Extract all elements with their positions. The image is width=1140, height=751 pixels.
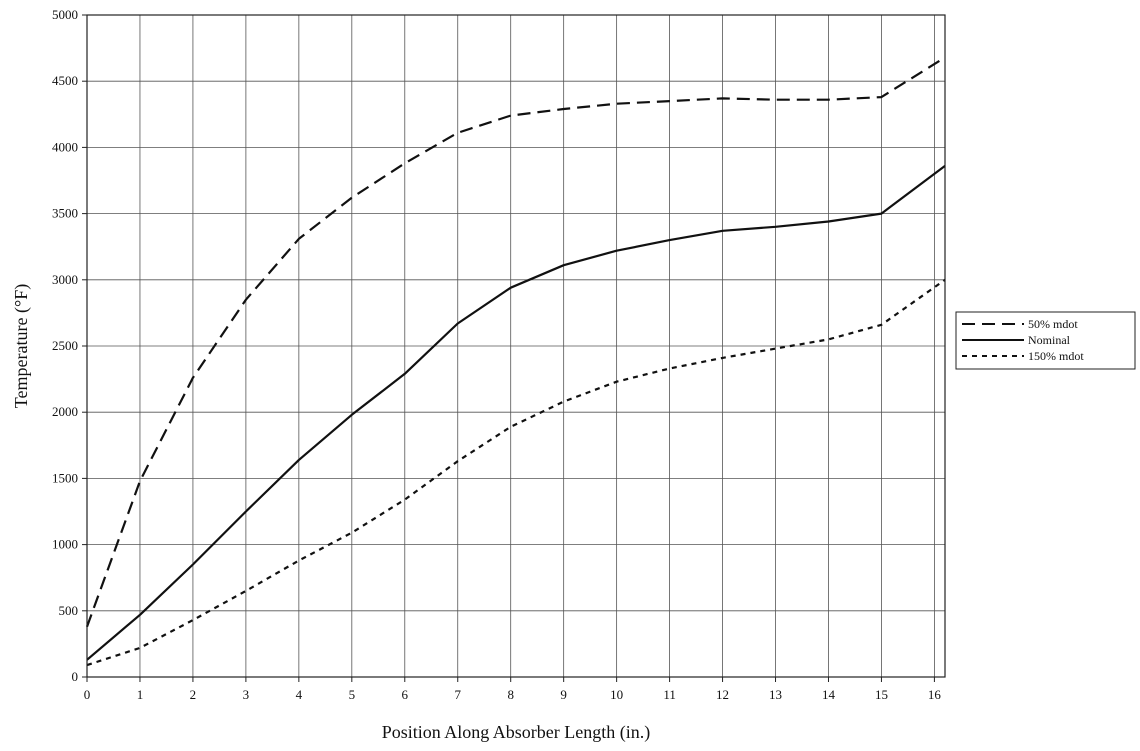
y-tick-label: 3500 [52,206,78,221]
x-tick-label: 1 [137,687,144,702]
x-tick-label: 15 [875,687,888,702]
legend-label: 150% mdot [1028,349,1084,363]
x-tick-label: 3 [243,687,250,702]
x-tick-label: 7 [454,687,461,702]
x-tick-label: 10 [610,687,623,702]
x-tick-label: 6 [402,687,409,702]
legend-label: Nominal [1028,333,1071,347]
x-tick-label: 4 [296,687,303,702]
y-tick-label: 500 [59,603,79,618]
y-tick-label: 2500 [52,338,78,353]
x-tick-label: 0 [84,687,91,702]
y-tick-label: 1000 [52,537,78,552]
y-tick-label: 3000 [52,272,78,287]
legend: 50% mdot Nominal 150% mdot [955,311,1136,370]
y-tick-label: 4500 [52,73,78,88]
y-axis-title: Temperature (°F) [11,284,32,408]
x-tick-label: 11 [663,687,676,702]
y-tick-label: 2000 [52,404,78,419]
x-tick-label: 9 [560,687,567,702]
series-line [86,278,946,667]
x-tick-label: 8 [507,687,514,702]
series-line [86,165,946,661]
y-tick-label: 5000 [52,7,78,22]
x-tick-label: 12 [716,687,729,702]
y-tick-label: 4000 [52,139,78,154]
x-tick-label: 2 [190,687,197,702]
legend-label: 50% mdot [1028,317,1078,331]
x-axis-title: Position Along Absorber Length (in.) [382,722,651,743]
x-tick-label: 14 [822,687,836,702]
y-tick-label: 0 [72,669,79,684]
x-tick-label: 13 [769,687,782,702]
y-axis: 0 500 1000 1500 2000 2500 3000 3500 4000 4500 5000 [52,7,87,684]
x-tick-label: 16 [928,687,942,702]
series-layer [85,56,946,667]
x-tick-label: 5 [349,687,356,702]
x-axis: 0 1 2 3 4 5 6 7 8 9 10 11 12 13 14 15 16 [84,677,942,702]
y-tick-label: 1500 [52,470,78,485]
